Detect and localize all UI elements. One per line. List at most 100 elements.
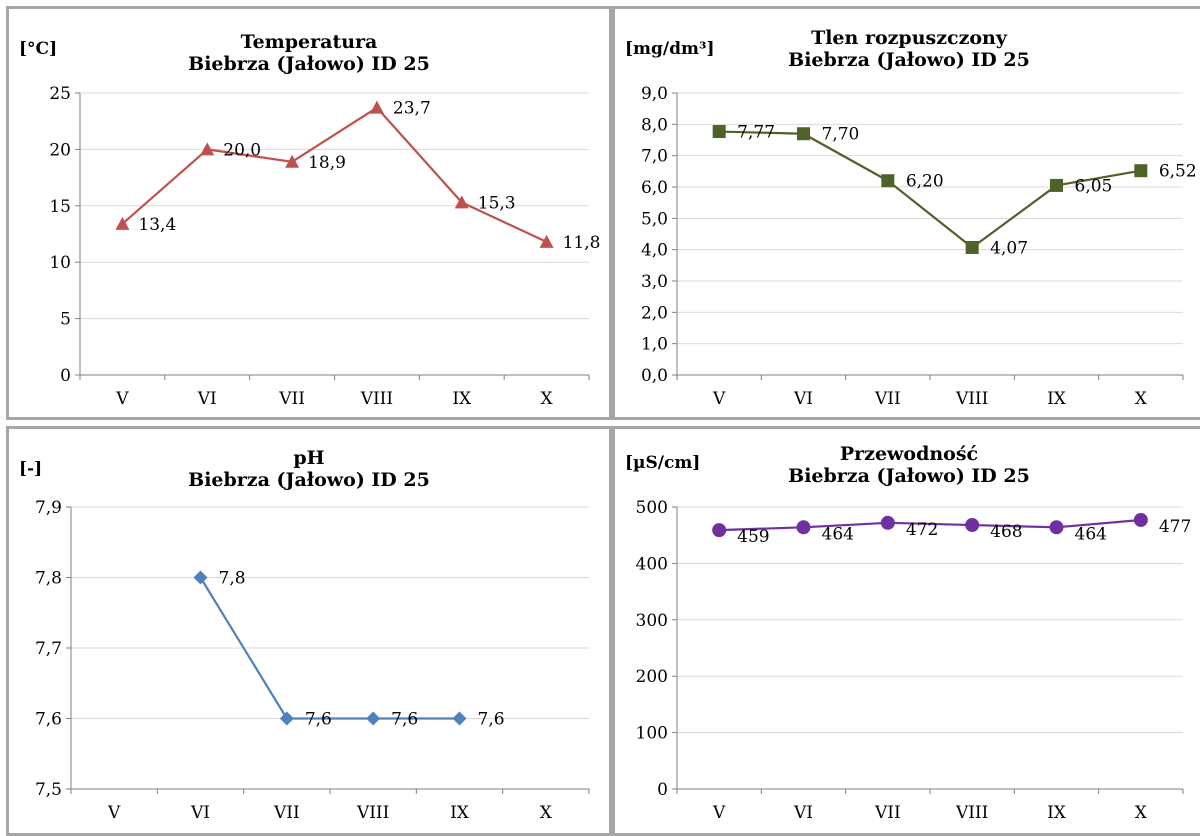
data-label: 4,07 [990, 238, 1028, 258]
x-tick-label: VI [793, 389, 813, 409]
series-line-segment [206, 148, 294, 163]
x-tick-label: V [712, 803, 726, 823]
series-line-segment [971, 184, 1058, 249]
chart-title-line2: Biebrza (Jałowo) ID 25 [188, 469, 430, 491]
y-tick-label: 0,0 [641, 366, 668, 386]
data-point-marker [279, 711, 294, 726]
x-tick-label: V [115, 389, 129, 409]
series-line-segment [1055, 518, 1142, 529]
series-line-segment [802, 521, 889, 529]
ph-chart-panel: pH Biebrza (Jałowo) ID 25 [-] 7,5 7,6 7,7 7… [6, 426, 612, 836]
y-tick-label: 400 [636, 554, 668, 574]
x-tick-label: X [541, 389, 554, 409]
data-label: 7,6 [305, 710, 332, 730]
chart-title: Przewodność Biebrza (Jałowo) ID 25 [615, 443, 1200, 487]
oxygen-chart-svg: 0,0 1,0 2,0 3,0 4,0 5,0 6,0 7,0 8,0 9,0 V VI VII VIII… [641, 84, 1197, 409]
chart-title: Tlen rozpuszczony Biebrza (Jałowo) ID 25 [615, 27, 1200, 71]
data-point-marker [1049, 520, 1064, 535]
x-tick-label: X [1135, 389, 1148, 409]
y-tick-label: 300 [636, 611, 668, 631]
conductivity-chart-svg: 0 100 200 300 400 500 V VI VII VIII IX X 459 464 472 46… [636, 498, 1192, 823]
series-line-segment [971, 523, 1058, 529]
y-tick-label: 25 [49, 84, 71, 104]
y-tick-label: 500 [636, 498, 668, 518]
data-point-marker [452, 711, 467, 726]
x-tick-label: VII [874, 389, 901, 409]
series-line-segment [375, 106, 463, 204]
y-tick-label: 20 [49, 140, 71, 160]
y-tick-label: 7,6 [35, 710, 62, 730]
x-tick-label: X [540, 803, 553, 823]
chart-title-line2: Biebrza (Jałowo) ID 25 [788, 49, 1030, 71]
data-point-marker [881, 174, 895, 188]
y-tick-label: 5 [60, 310, 71, 330]
x-tick-label: VIII [955, 389, 988, 409]
y-tick-label: 10 [49, 253, 71, 273]
data-label: 472 [906, 520, 938, 540]
data-point-marker [200, 142, 215, 156]
y-axis-unit: [-] [19, 459, 43, 479]
x-tick-label: IX [1047, 803, 1067, 823]
y-tick-label: 7,5 [35, 780, 62, 800]
data-label: 6,20 [906, 172, 944, 192]
data-point-marker [880, 515, 895, 530]
x-tick-label: VII [874, 803, 901, 823]
series-line-segment [121, 148, 209, 225]
data-point-marker [1133, 512, 1148, 527]
x-tick-label: VII [278, 389, 305, 409]
data-label: 20,0 [223, 140, 261, 160]
y-tick-label: 6,0 [641, 178, 668, 198]
chart-title: Temperatura Biebrza (Jałowo) ID 25 [9, 31, 609, 75]
data-label: 18,9 [308, 153, 346, 173]
chart-title-line2: Biebrza (Jałowo) ID 25 [188, 53, 430, 75]
y-tick-label: 200 [636, 667, 668, 687]
x-tick-label: IX [1047, 389, 1067, 409]
oxygen-chart-panel: Tlen rozpuszczony Biebrza (Jałowo) ID 25… [612, 6, 1200, 420]
data-point-marker [1134, 164, 1148, 178]
x-tick-label: V [712, 389, 726, 409]
y-tick-label: 5,0 [641, 209, 668, 229]
x-tick-label: VIII [955, 803, 988, 823]
data-label: 464 [1075, 524, 1107, 544]
y-tick-label: 0 [60, 366, 71, 386]
data-label: 477 [1159, 517, 1191, 537]
series-line-segment [290, 106, 379, 163]
data-point-marker [797, 127, 810, 141]
data-label: 7,6 [391, 710, 418, 730]
x-tick-label: VI [197, 389, 217, 409]
series-line-segment [1055, 169, 1142, 187]
y-tick-label: 100 [636, 724, 668, 744]
series-line-segment [802, 132, 889, 182]
series-line-segment [886, 521, 974, 527]
chart-title-line1: pH [293, 447, 325, 469]
x-tick-label: VIII [356, 803, 389, 823]
chart-title-line1: Przewodność [839, 443, 979, 465]
x-tick-label: VII [273, 803, 300, 823]
temperature-chart-svg: 0 5 10 15 20 25 V VI VII VIII IX X 13,4 20,0 18,9 23,7 1… [49, 84, 601, 409]
y-tick-label: 15 [49, 197, 71, 217]
data-point-marker [285, 154, 300, 168]
x-tick-label: VI [793, 803, 813, 823]
data-point-marker [366, 711, 381, 726]
x-tick-label: IX [450, 803, 470, 823]
y-axis-unit: [°C] [19, 39, 58, 59]
series-line-segment [460, 201, 548, 243]
data-point-marker [369, 100, 384, 114]
ph-chart-svg: 7,5 7,6 7,7 7,8 7,9 V VI VII VIII IX X 7,8 7,6 7,6 7,6 [35, 498, 590, 823]
data-label: 15,3 [478, 193, 516, 213]
data-label: 13,4 [138, 215, 176, 235]
data-point-marker [115, 216, 130, 230]
chart-title-line1: Tlen rozpuszczony [811, 27, 1007, 49]
data-label: 23,7 [393, 99, 431, 119]
series-line-segment [718, 526, 805, 532]
data-point-marker [796, 520, 811, 535]
chart-title: pH Biebrza (Jałowo) ID 25 [9, 447, 609, 491]
data-label: 7,77 [737, 123, 775, 143]
y-tick-label: 7,7 [35, 639, 62, 659]
data-label: 459 [737, 527, 769, 547]
y-tick-label: 7,0 [641, 147, 668, 167]
data-label: 11,8 [563, 233, 601, 253]
x-tick-label: V [107, 803, 121, 823]
data-label: 7,70 [822, 125, 860, 145]
y-tick-label: 0 [657, 780, 668, 800]
